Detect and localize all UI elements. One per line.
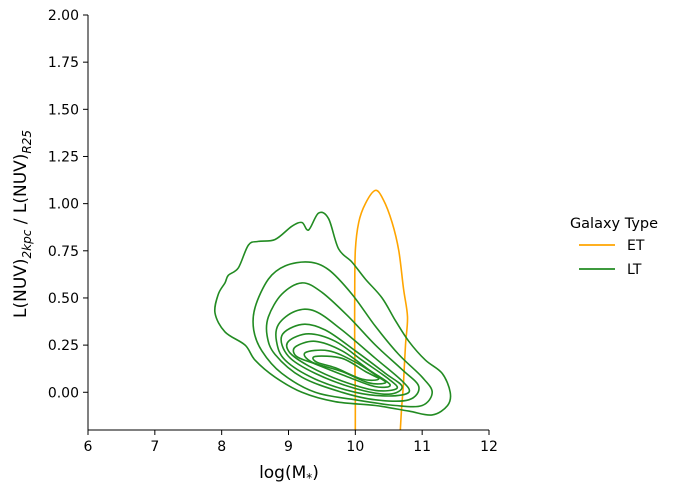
contour-lt-6 bbox=[285, 332, 399, 392]
legend-entry-et: ET bbox=[579, 238, 645, 254]
x-axis-label: log(M*) bbox=[259, 463, 319, 485]
legend-label-et: ET bbox=[627, 238, 645, 254]
contour-lt-7 bbox=[292, 340, 391, 389]
contour-lt-8 bbox=[303, 349, 387, 385]
x-tick-label: 6 bbox=[84, 439, 93, 455]
y-tick-label: 0.75 bbox=[48, 244, 79, 260]
x-tick-label: 7 bbox=[150, 439, 159, 455]
legend: Galaxy Type ET LT bbox=[570, 216, 658, 278]
x-tick-label: 10 bbox=[346, 439, 364, 455]
x-tick-label: 12 bbox=[480, 439, 498, 455]
y-tick-label: 1.75 bbox=[48, 55, 79, 71]
contour-lt-2 bbox=[252, 261, 434, 408]
x-tick-label: 8 bbox=[217, 439, 226, 455]
legend-title: Galaxy Type bbox=[570, 216, 658, 232]
x-tick-label: 9 bbox=[284, 439, 293, 455]
contour-lt-3 bbox=[265, 282, 420, 402]
axes: 6 7 8 9 10 11 12 0.00 0.25 0.50 0.75 1.00 1.25 1.50 1… bbox=[48, 8, 498, 455]
plot-area bbox=[213, 189, 452, 430]
legend-entry-lt: LT bbox=[579, 262, 642, 278]
y-tick-label: 1.50 bbox=[48, 102, 79, 118]
contour-lt-5 bbox=[280, 323, 403, 396]
y-tick-label: 0.25 bbox=[48, 338, 79, 354]
contour-lt-1 bbox=[213, 211, 452, 416]
y-tick-label: 0.00 bbox=[48, 385, 79, 401]
contour-lt-9 bbox=[312, 355, 380, 382]
y-tick-label: 1.25 bbox=[48, 149, 79, 165]
contour-lt-4 bbox=[275, 308, 411, 397]
y-tick-label: 2.00 bbox=[48, 8, 79, 24]
series-lt bbox=[213, 211, 452, 416]
y-axis-ticks: 0.00 0.25 0.50 0.75 1.00 1.25 1.50 1.75 2.00 bbox=[48, 8, 88, 401]
x-tick-label: 11 bbox=[413, 439, 431, 455]
y-axis-label: L(NUV)2kpc / L(NUV)R25 bbox=[11, 130, 34, 318]
legend-label-lt: LT bbox=[627, 262, 642, 278]
y-tick-label: 1.00 bbox=[48, 197, 79, 213]
contour-et-1 bbox=[353, 189, 409, 430]
y-tick-label: 0.50 bbox=[48, 291, 79, 307]
series-et bbox=[353, 189, 409, 430]
x-axis-ticks: 6 7 8 9 10 11 12 bbox=[84, 430, 498, 455]
